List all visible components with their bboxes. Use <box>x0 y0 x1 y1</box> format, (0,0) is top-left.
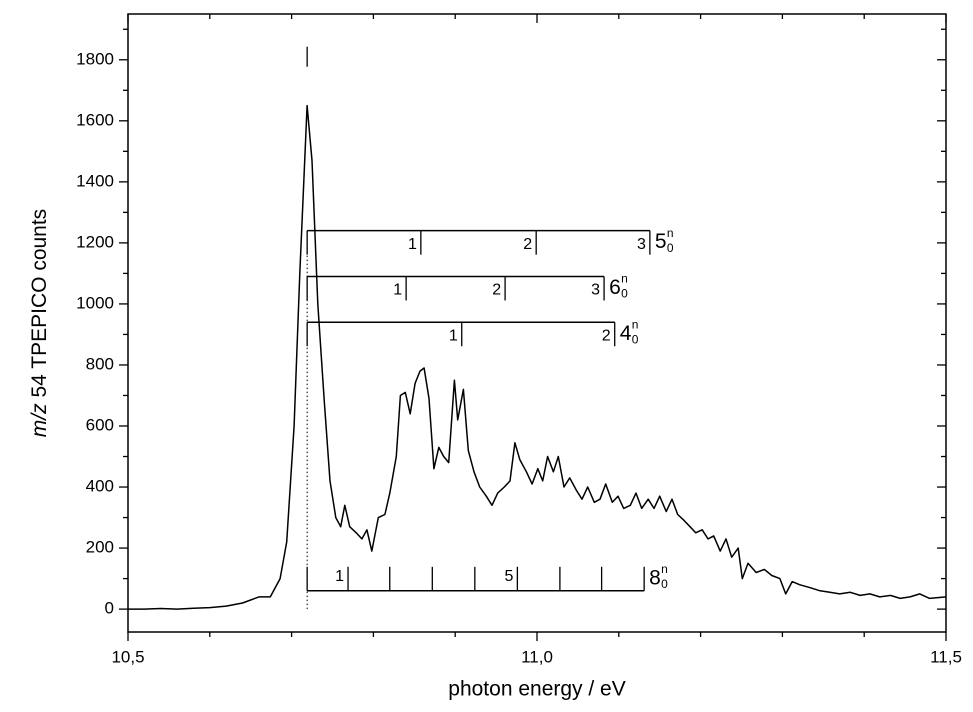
progression-tick-label: 3 <box>637 236 646 253</box>
progression-tick-label: 1 <box>335 568 344 585</box>
y-axis-label-text: 54 TPEPICO counts <box>28 209 51 398</box>
progression-tick-label: 5 <box>504 568 513 585</box>
progression-sup: n <box>621 272 628 286</box>
progression-label: 4 <box>620 322 632 345</box>
progression-label: 8 <box>649 566 661 589</box>
x-tick-label: 11,0 <box>521 647 553 666</box>
progression-sub: 0 <box>667 241 674 255</box>
plot-frame <box>127 13 947 633</box>
progression-tick-label: 1 <box>408 236 417 253</box>
y-tick-label: 600 <box>86 415 114 434</box>
progression-label: 5 <box>655 230 667 253</box>
y-tick-label: 1400 <box>76 171 114 190</box>
x-axis-label: photon energy / eV <box>448 678 625 701</box>
x-tick-label: 11,5 <box>930 647 962 666</box>
progression-label: 6 <box>609 276 621 299</box>
progression-sub: 0 <box>632 332 639 346</box>
progression-sup: n <box>632 317 639 331</box>
y-tick-label: 0 <box>105 599 114 618</box>
progression-sup: n <box>661 562 668 576</box>
progression-sup: n <box>667 226 674 240</box>
progression-sub: 0 <box>661 577 668 591</box>
progression-sub: 0 <box>621 287 628 301</box>
y-tick-label: 200 <box>86 538 114 557</box>
y-tick-label: 1600 <box>76 110 114 129</box>
progression-tick-label: 2 <box>602 327 611 344</box>
progression-tick-label: 2 <box>492 282 501 299</box>
progression-tick-label: 1 <box>393 282 402 299</box>
y-tick-label: 1200 <box>76 232 114 251</box>
progression-tick-label: 1 <box>449 327 458 344</box>
y-tick-label: 400 <box>86 477 114 496</box>
y-tick-label: 1000 <box>76 293 114 312</box>
data-line <box>128 104 947 610</box>
x-tick-label: 10,5 <box>111 647 144 666</box>
y-tick-label: 800 <box>86 354 114 373</box>
progression-tick-label: 3 <box>591 282 600 299</box>
progression-tick-label: 2 <box>523 236 532 253</box>
y-axis-label: m/z 54 TPEPICO counts <box>28 209 51 437</box>
y-tick-label: 1800 <box>76 49 114 68</box>
y-axis-label-italic: m/z <box>28 403 51 437</box>
